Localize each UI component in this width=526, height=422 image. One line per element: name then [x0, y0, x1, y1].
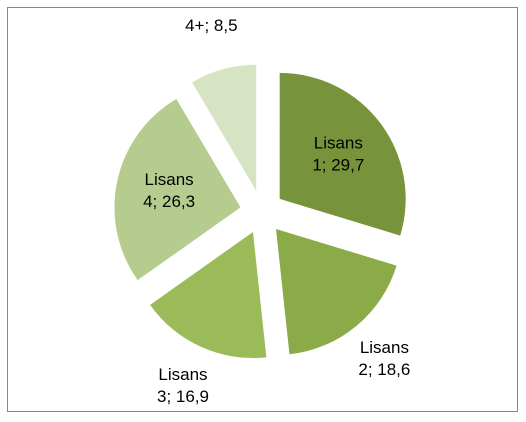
- data-label-line: Lisans: [360, 338, 409, 357]
- data-label-line: Lisans: [158, 365, 207, 384]
- pie-slice: [150, 232, 267, 359]
- data-label-line: 2; 18,6: [358, 360, 410, 379]
- data-label: Lisans 1; 29,7: [312, 134, 364, 175]
- data-label: Lisans 2; 18,6: [358, 338, 410, 379]
- data-label-line: Lisans: [145, 171, 194, 190]
- data-label-line: 1; 29,7: [312, 156, 364, 175]
- data-label-line: Lisans: [314, 134, 363, 153]
- data-label-line: 3; 16,9: [157, 387, 209, 406]
- data-label: Lisans 3; 16,9: [157, 365, 209, 406]
- pie-slice: [192, 64, 257, 191]
- pie-slice: [276, 228, 397, 355]
- data-label: 4+; 8,5: [185, 16, 237, 35]
- pie-slice: [279, 72, 406, 236]
- pie-slice: [114, 98, 241, 281]
- data-label-line: 4; 26,3: [143, 193, 195, 212]
- data-label-line: 4+; 8,5: [185, 16, 237, 35]
- data-label: Lisans 4; 26,3: [143, 171, 195, 212]
